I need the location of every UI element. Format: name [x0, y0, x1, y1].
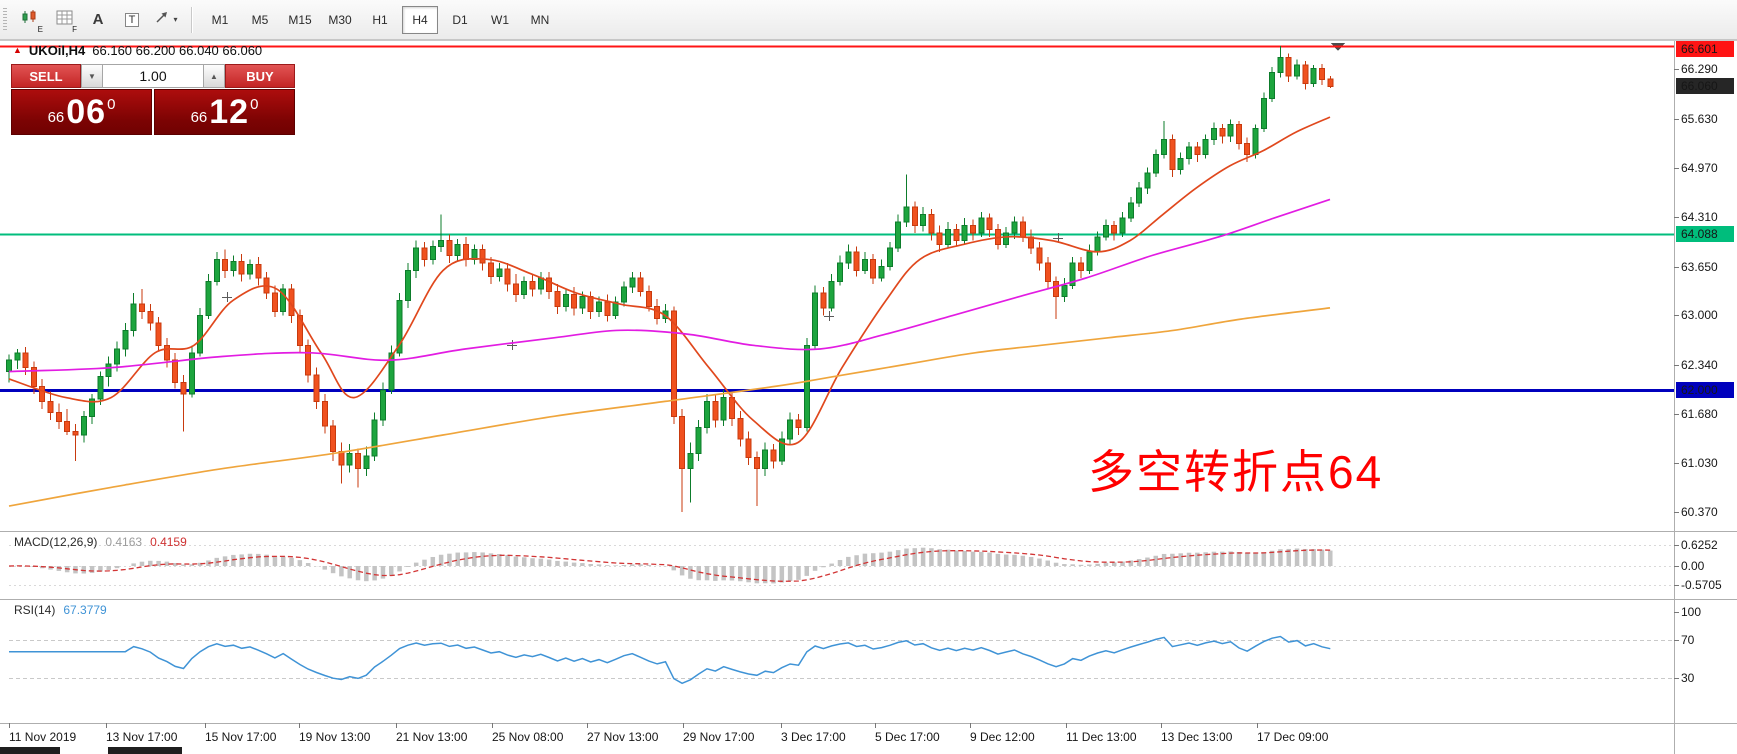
time-tick-label: 9 Dec 12:00 [970, 730, 1035, 744]
time-tick-label: 25 Nov 08:00 [492, 730, 564, 744]
price-tick-label: 64.970 [1681, 161, 1718, 175]
bottom-tab[interactable] [0, 747, 60, 754]
ma-mid-line [8, 198, 1331, 373]
timeframe-button-m1[interactable]: M1 [211, 12, 229, 27]
price-tick-label: 100 [1681, 605, 1701, 619]
dropdown-caret-icon: ▾ [173, 15, 178, 24]
svg-text:64.088: 64.088 [1681, 227, 1718, 241]
toolbar-separator [191, 6, 192, 33]
price-tick-label: 70 [1681, 633, 1695, 647]
price-tick-label: 30 [1681, 671, 1695, 685]
time-tick-label: 15 Nov 17:00 [205, 730, 277, 744]
time-tick-label: 13 Nov 17:00 [106, 730, 178, 744]
timeframe-toolbar: M1 M5 M15 M30 H1 H4 D1 W1 MN [200, 5, 560, 34]
bottom-tab[interactable] [108, 747, 182, 754]
level-price-box [1676, 226, 1734, 242]
timeframe-button-m15[interactable]: M15 [288, 12, 312, 27]
time-tick-label: 27 Nov 13:00 [587, 730, 659, 744]
chart-ohlc-values: 66.160 66.200 66.040 66.060 [92, 43, 263, 58]
timeframe-button-mn[interactable]: MN [530, 12, 550, 27]
price-tick-label: 60.370 [1681, 505, 1718, 519]
arrow-objects-button[interactable]: ▾ [150, 5, 182, 35]
buy-button[interactable]: BUY [225, 64, 295, 88]
time-tick-label: 11 Dec 13:00 [1066, 730, 1137, 744]
rsi-line [9, 635, 1331, 685]
svg-text:66.060: 66.060 [1681, 79, 1718, 93]
candlestick-chart-icon [21, 9, 39, 30]
panel-separators [0, 40, 1737, 754]
indicator-window-button[interactable]: F [48, 5, 80, 35]
price-tick-label: 63.650 [1681, 260, 1718, 274]
icon-badge: F [72, 24, 77, 34]
timeframe-button-w1[interactable]: W1 [491, 12, 509, 27]
timeframe-button-m5[interactable]: M5 [251, 12, 269, 27]
price-tick-label: 0.6252 [1681, 538, 1718, 552]
text-label-icon: T [124, 12, 140, 27]
label-tool-button[interactable]: T [116, 5, 148, 35]
price-tick-label: 62.340 [1681, 358, 1718, 372]
grid-icon [56, 10, 73, 30]
current-price-box [1676, 78, 1734, 94]
timeframe-button-h4[interactable]: H4 [402, 5, 438, 34]
timeframe-button-d1[interactable]: D1 [452, 12, 468, 27]
top-toolbar: E F A T ▾ M1 M5 M15 M30 H1 H4 D1 W1 MN [0, 0, 1737, 40]
candlestick-series [6, 46, 1334, 513]
price-tick-label: 61.680 [1681, 407, 1718, 421]
one-click-collapse-icon[interactable]: ▲ [13, 45, 22, 55]
volume-input[interactable] [103, 64, 203, 88]
ma-fast-line [8, 116, 1331, 446]
volume-decrease-button[interactable]: ▼ [81, 64, 103, 88]
svg-text:62.000: 62.000 [1681, 383, 1718, 397]
time-tick-label: 29 Nov 17:00 [683, 730, 755, 744]
candlestick-style-button[interactable]: E [14, 5, 46, 35]
svg-text:66.601: 66.601 [1681, 42, 1718, 56]
indicator-panels [8, 545, 1674, 685]
macd-signal-line [8, 549, 1331, 582]
price-tick-label: 61.030 [1681, 456, 1718, 470]
one-click-trading-panel: SELL ▼ ▲ BUY 66 06 0 66 12 0 [11, 64, 295, 135]
price-tick-label: 65.630 [1681, 112, 1718, 126]
time-tick-label: 11 Nov 2019 [9, 730, 76, 744]
timeframe-button-h1[interactable]: H1 [372, 12, 388, 27]
sell-button[interactable]: SELL [11, 64, 81, 88]
time-tick-label: 3 Dec 17:00 [781, 730, 846, 744]
time-tick-label: 17 Dec 09:00 [1257, 730, 1329, 744]
macd-label: MACD(12,26,9) 0.4163 0.4159 [14, 535, 187, 549]
chart-title: ▲ UKOil,H4 66.160 66.200 66.040 66.060 [13, 43, 262, 58]
chart-symbol: UKOil,H4 [28, 43, 86, 58]
time-tick-label: 13 Dec 13:00 [1161, 730, 1233, 744]
icon-badge: E [37, 24, 43, 34]
price-scale[interactable]: 66.290 65.630 64.970 64.310 63.650 63.000 62.3… [1674, 41, 1734, 685]
time-tick-label: 21 Nov 13:00 [396, 730, 468, 744]
price-tick-label: -0.5705 [1681, 578, 1722, 592]
time-tick-label: 5 Dec 17:00 [875, 730, 940, 744]
price-tick-label: 66.290 [1681, 62, 1718, 76]
moving-average-lines [8, 116, 1331, 507]
text-tool-button[interactable]: A [82, 5, 114, 35]
time-tick-label: 19 Nov 13:00 [299, 730, 371, 744]
horizontal-level-lines [0, 45, 1674, 392]
time-scale[interactable]: 11 Nov 2019 13 Nov 17:00 15 Nov 17:00 19 No… [9, 723, 1329, 744]
rsi-label: RSI(14) 67.3779 [14, 603, 107, 617]
chart-text-annotation: 多空转折点64 [1088, 446, 1384, 498]
price-tick-label: 64.310 [1681, 210, 1718, 224]
price-tick-label: 63.000 [1681, 308, 1718, 322]
toolbar-drag-handle[interactable] [3, 7, 7, 32]
timeframe-button-m30[interactable]: M30 [328, 12, 352, 27]
level-price-box [1676, 41, 1734, 57]
volume-increase-button[interactable]: ▲ [203, 64, 225, 88]
ma-slow-line [8, 307, 1331, 507]
level-price-box [1676, 382, 1734, 398]
price-tick-label: 0.00 [1681, 559, 1705, 573]
arrow-tool-icon [154, 10, 170, 29]
text-a-icon: A [92, 11, 104, 28]
buy-price-display[interactable]: 66 12 0 [154, 89, 295, 135]
sell-price-display[interactable]: 66 06 0 [11, 89, 152, 135]
